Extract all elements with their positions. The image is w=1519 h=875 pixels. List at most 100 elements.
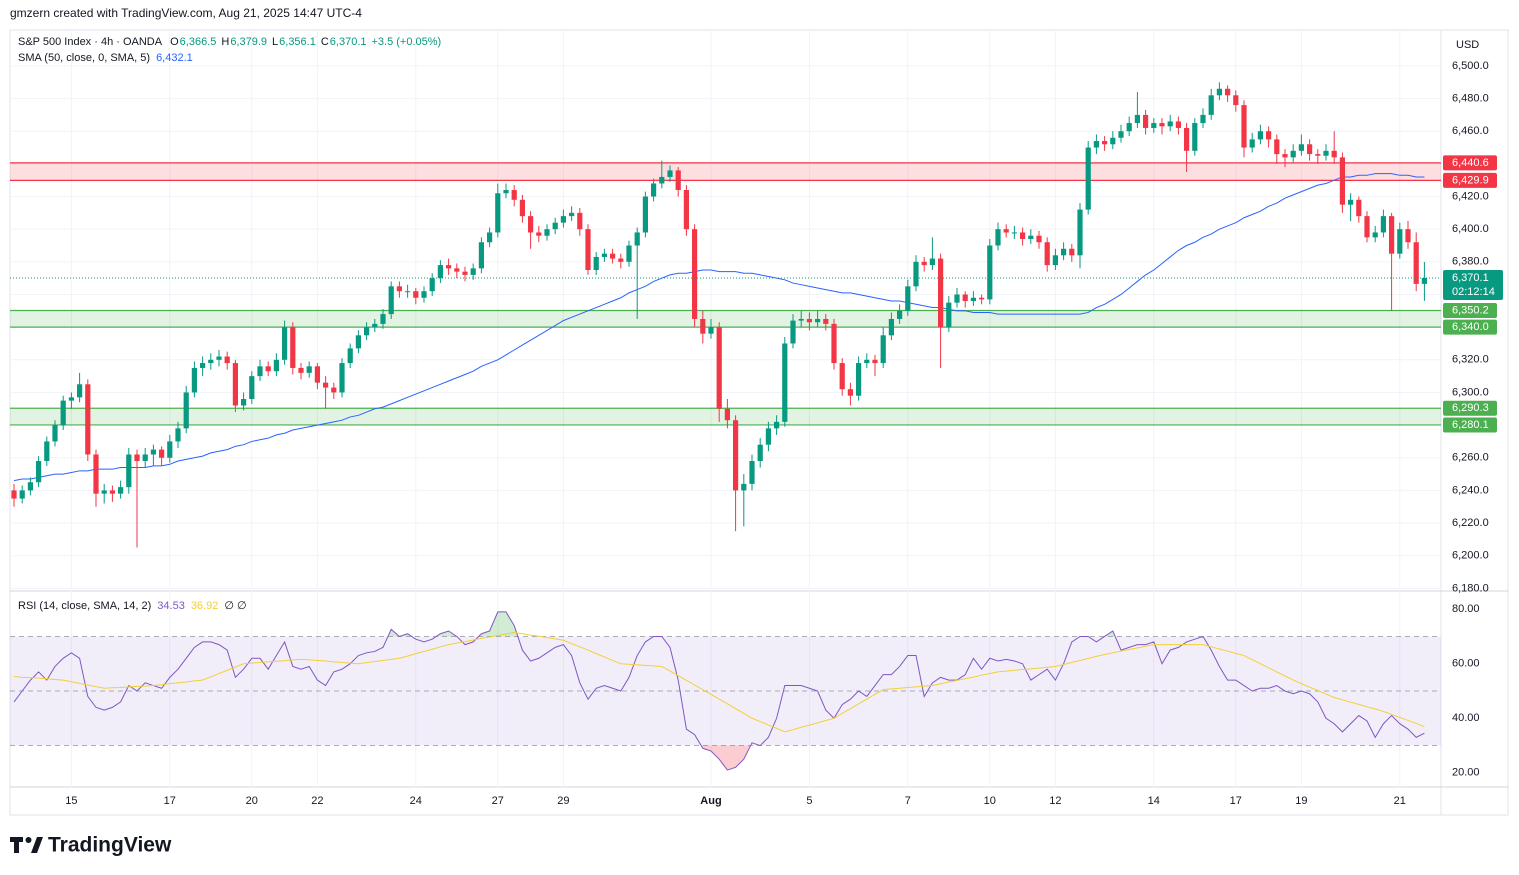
candle-body: [1307, 144, 1313, 155]
candle-body: [372, 323, 378, 328]
candle-body: [1413, 242, 1419, 284]
candle-body: [610, 253, 616, 259]
rsi-line: [13, 611, 1425, 771]
candle-body: [429, 278, 435, 292]
candle-body: [888, 318, 894, 336]
candle-body: [823, 318, 829, 324]
legend-text: RSI (14, close, SMA, 14, 2): [18, 600, 151, 612]
candle-body: [970, 297, 976, 302]
candle-body: [765, 428, 771, 445]
y-tick-label: 6,240.0: [1452, 484, 1489, 496]
last-price-box: [1443, 270, 1503, 300]
y-tick-label: 6,400.0: [1452, 223, 1489, 235]
y-tick-label: 6,480.0: [1452, 92, 1489, 104]
candle-body: [208, 359, 214, 364]
candle-body: [1110, 137, 1116, 145]
candle-body: [1003, 229, 1009, 233]
candle-body: [454, 268, 460, 272]
candle-body: [815, 318, 821, 323]
candle-body: [167, 441, 173, 458]
candle-body: [856, 363, 862, 396]
candle-body: [798, 318, 804, 321]
candle-body: [708, 327, 714, 334]
candle-body: [741, 483, 747, 491]
candle-body: [1069, 248, 1075, 256]
candle-body: [929, 258, 935, 266]
candle-body: [150, 449, 156, 455]
candle-body: [1216, 88, 1222, 96]
candle-body: [593, 256, 599, 270]
currency-label: USD: [1456, 39, 1479, 51]
candle-body: [831, 323, 837, 364]
candle-body: [388, 286, 394, 315]
candle-body: [27, 482, 33, 491]
legend-text: 6,366.5: [180, 36, 217, 48]
candle-body: [323, 382, 329, 388]
candle-body: [1077, 209, 1083, 256]
legend-text: 6,356.1: [279, 36, 316, 48]
candle-body: [839, 363, 845, 390]
candle-body: [938, 258, 944, 328]
candle-body: [1159, 123, 1165, 127]
candle-body: [634, 232, 640, 246]
candle-body: [880, 335, 886, 364]
candle-body: [1102, 141, 1108, 145]
candle-body: [782, 343, 788, 422]
zone-price-box: [1443, 155, 1497, 171]
candle-body: [306, 366, 312, 373]
legend-text: 6,370.1: [330, 36, 367, 48]
candle-body: [897, 310, 903, 319]
candle-body: [700, 318, 706, 334]
legend-text: L: [272, 36, 278, 48]
x-tick-label: 20: [246, 795, 258, 807]
candle-body: [1233, 95, 1239, 106]
candle-body: [1151, 123, 1157, 128]
candle-body: [380, 314, 386, 324]
candle-body: [511, 190, 517, 200]
zone-price-box: [1443, 319, 1497, 335]
candle-body: [339, 363, 345, 393]
legend-text: 6,379.9: [230, 36, 267, 48]
candle-body: [85, 384, 91, 455]
candle-body: [314, 366, 320, 383]
candle-body: [1085, 147, 1091, 210]
candle-body: [601, 253, 607, 257]
candle-body: [265, 366, 271, 372]
x-tick-label: 27: [492, 795, 504, 807]
candle-body: [1200, 114, 1206, 124]
candle-body: [667, 170, 673, 177]
candle-body: [683, 190, 689, 230]
zone-price-label: 6,350.2: [1452, 304, 1489, 316]
candle-body: [216, 356, 222, 360]
candle-body: [1421, 278, 1427, 284]
candle-body: [109, 490, 115, 494]
candle-body: [913, 261, 919, 287]
candle-body: [962, 294, 968, 302]
x-tick-label: 22: [311, 795, 323, 807]
brand-name: TradingView: [48, 834, 172, 857]
countdown-label: 02:12:14: [1452, 286, 1495, 298]
candle-body: [618, 258, 624, 262]
candle-body: [872, 359, 878, 364]
candle-body: [232, 363, 238, 406]
x-tick-label: 15: [65, 795, 77, 807]
candle-body: [347, 348, 353, 364]
legend-text: +3.5 (+0.05%): [372, 36, 442, 48]
candle-body: [864, 359, 870, 364]
candle-body: [11, 490, 17, 499]
rsi-tick-label: 80.00: [1452, 603, 1480, 615]
candle-body: [1011, 232, 1017, 234]
candle-body: [692, 229, 698, 319]
candle-body: [1093, 141, 1099, 148]
candle-body: [1143, 114, 1149, 128]
candle-body: [1274, 139, 1280, 155]
candle-body: [1266, 131, 1272, 140]
y-tick-label: 6,260.0: [1452, 452, 1489, 464]
rsi-tick-label: 20.00: [1452, 767, 1480, 779]
candle-body: [1118, 131, 1124, 138]
brand-logo: [10, 837, 43, 853]
candle-body: [93, 454, 99, 494]
candle-body: [60, 400, 66, 426]
candle-body: [1397, 229, 1403, 254]
